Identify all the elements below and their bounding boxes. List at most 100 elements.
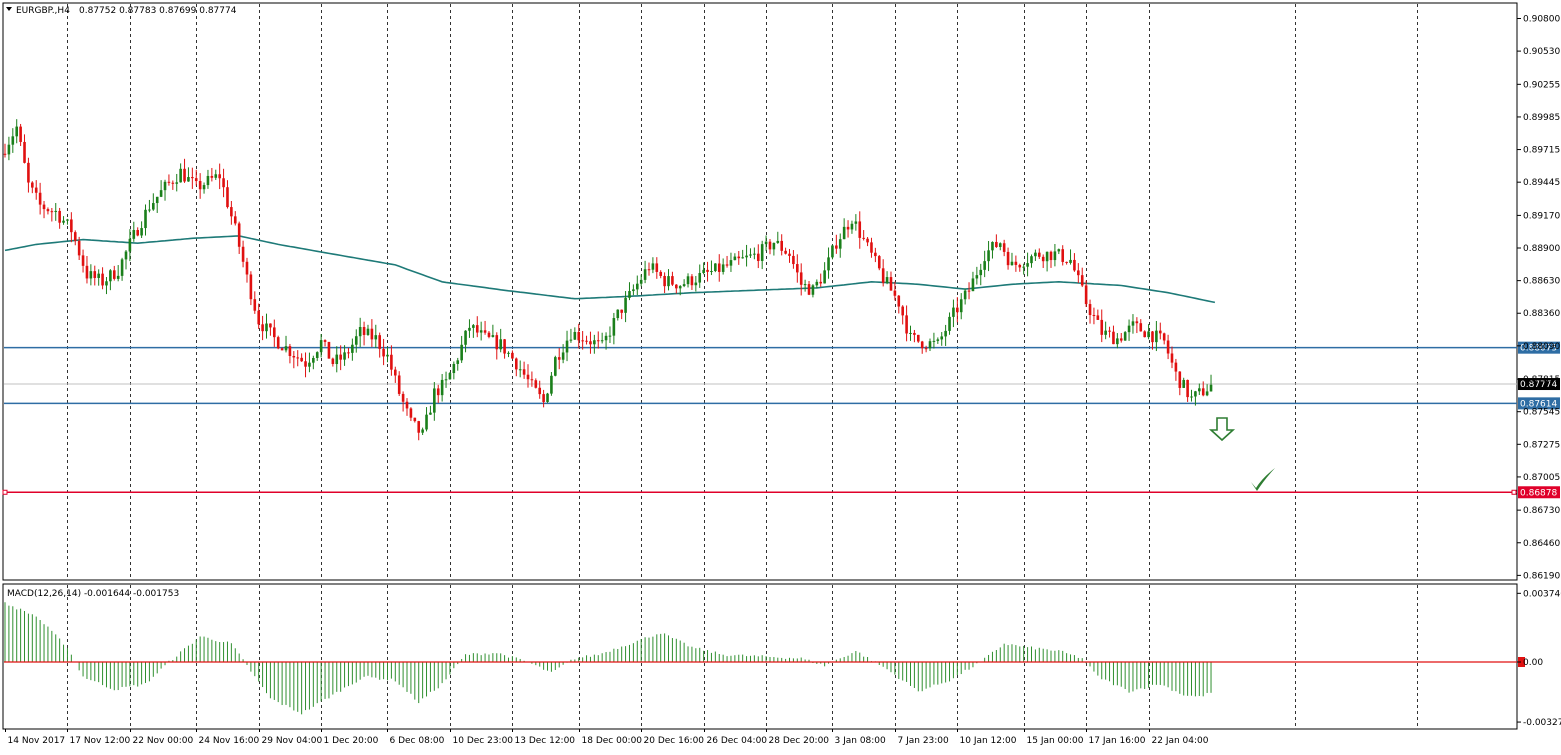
candle-body	[468, 328, 471, 331]
candle-body	[1182, 380, 1185, 388]
candle-body	[304, 361, 307, 366]
candle-body	[921, 342, 924, 349]
price-label: 0.87545	[1523, 408, 1560, 418]
candle-body	[47, 209, 50, 211]
macd-tick-label: -0.003276	[1523, 718, 1561, 728]
macd-tick-label: 0.003746	[1523, 589, 1561, 599]
macd-label: MACD(12,26,14) -0.001644 -0.001753	[7, 589, 179, 599]
price-label: 0.90255	[1523, 80, 1560, 90]
candle-body	[378, 335, 381, 349]
candle-body	[148, 210, 151, 211]
candle-body	[1132, 321, 1135, 325]
candle-body	[1089, 304, 1092, 315]
candle-body	[843, 227, 846, 239]
price-label: 0.90530	[1523, 47, 1560, 57]
candle-body	[27, 163, 30, 183]
candle-body	[714, 263, 717, 271]
candle-body	[261, 324, 264, 331]
candle-body	[441, 380, 444, 395]
candle-body	[1104, 331, 1107, 335]
candle-body	[808, 284, 811, 295]
candle-body	[566, 341, 569, 353]
candle-body	[550, 376, 553, 394]
candle-body	[273, 327, 276, 337]
candle-body	[12, 136, 15, 144]
candle-body	[1159, 331, 1162, 334]
candle-body	[1100, 320, 1103, 335]
candle-body	[51, 211, 54, 212]
candle-body	[1054, 251, 1057, 260]
candle-body	[773, 243, 776, 249]
time-label: 15 Jan 00:00	[1027, 736, 1084, 746]
candle-body	[172, 183, 175, 184]
price-label: 0.86730	[1523, 506, 1560, 516]
candle-body	[503, 339, 506, 353]
candle-body	[765, 242, 768, 244]
candle-body	[394, 370, 397, 376]
candle-body	[211, 176, 214, 178]
time-label: 18 Dec 00:00	[582, 736, 643, 746]
candle-body	[15, 127, 18, 137]
candle-body	[905, 315, 908, 333]
candle-body	[425, 415, 428, 430]
candle-body	[527, 375, 530, 380]
candle-body	[601, 340, 604, 341]
candle-body	[414, 418, 417, 421]
candle-body	[164, 182, 167, 190]
candle-body	[367, 329, 370, 335]
candle-body	[507, 353, 510, 354]
candle-body	[519, 369, 522, 370]
candle-body	[222, 178, 225, 187]
candle-body	[156, 197, 159, 203]
candle-body	[312, 358, 315, 363]
candle-body	[160, 190, 163, 197]
candle-body	[1108, 331, 1111, 332]
candle-body	[207, 176, 210, 185]
candle-body	[488, 333, 491, 337]
candle-body	[538, 388, 541, 394]
candle-body	[1128, 326, 1131, 333]
candle-body	[320, 340, 323, 352]
level-handle	[1512, 490, 1516, 494]
candle-body	[1046, 252, 1049, 261]
candle-body	[1116, 338, 1119, 344]
candle-body	[328, 342, 331, 359]
candle-body	[54, 211, 57, 212]
candle-body	[136, 230, 139, 235]
candle-body	[515, 359, 518, 370]
candle-body	[58, 211, 61, 223]
candle-body	[952, 308, 955, 317]
candle-body	[535, 380, 538, 388]
candle-body	[1011, 262, 1014, 265]
candle-body	[113, 270, 116, 279]
candle-body	[995, 242, 998, 247]
candle-body	[679, 286, 682, 288]
candle-body	[944, 331, 947, 337]
candle-body	[706, 270, 709, 272]
candle-body	[913, 333, 916, 335]
level-price-tag: 0.86878	[1520, 488, 1557, 498]
candle-body	[632, 289, 635, 291]
candle-body	[1155, 331, 1158, 343]
candle-body	[19, 127, 22, 142]
candle-body	[695, 283, 698, 286]
candle-body	[1034, 253, 1037, 257]
candle-body	[511, 353, 514, 359]
candle-body	[390, 355, 393, 370]
candle-body	[1097, 315, 1100, 320]
candle-body	[453, 364, 456, 373]
candle-body	[1186, 380, 1189, 397]
candle-body	[1202, 388, 1205, 395]
candle-body	[687, 276, 690, 284]
candle-body	[917, 335, 920, 342]
candle-body	[406, 402, 409, 409]
candle-body	[940, 336, 943, 339]
candle-body	[823, 270, 826, 283]
candle-body	[175, 182, 178, 183]
candle-body	[675, 285, 678, 289]
candle-body	[979, 270, 982, 275]
time-label: 6 Dec 08:00	[390, 736, 445, 746]
candle-body	[417, 421, 420, 433]
candle-body	[449, 373, 452, 379]
